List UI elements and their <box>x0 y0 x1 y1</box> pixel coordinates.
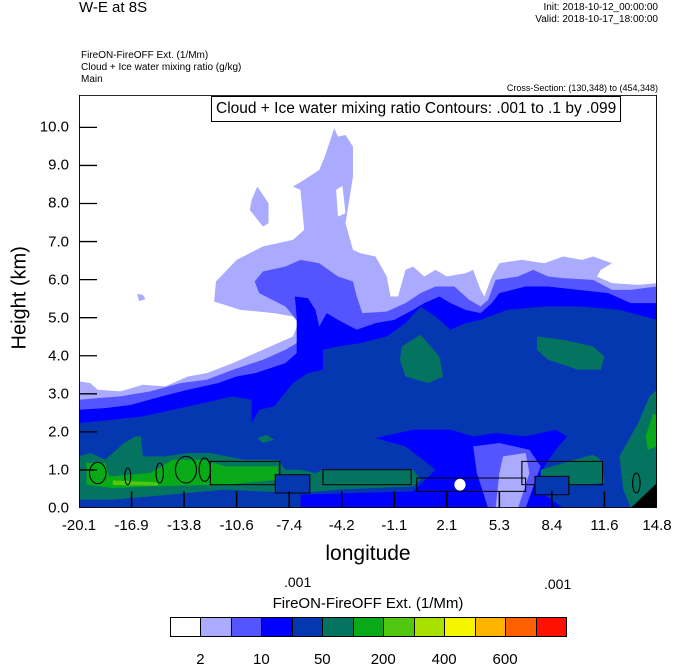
x-tick-label: -10.6 <box>219 517 254 534</box>
fill-level-5-patch-b <box>536 336 605 370</box>
colorbar-swatch <box>352 617 385 637</box>
x-axis-title: longitude <box>325 542 411 565</box>
fill-level-5-patch-c <box>257 434 275 444</box>
x-tick-label: -4.2 <box>328 517 355 534</box>
fill-level-6 <box>86 459 278 489</box>
x-tick-label: -20.1 <box>61 517 97 534</box>
fill-level-1-lower <box>495 453 530 508</box>
y-tick-label: 9.0 <box>48 156 69 174</box>
contour-label: .001 <box>284 574 312 590</box>
contour-line <box>632 472 641 494</box>
contour-line <box>155 462 165 484</box>
valid-time: Valid: 2018-10-17_18:00:00 <box>535 14 658 25</box>
x-tick-label: -7.4 <box>276 517 303 534</box>
y-tick-label: 7.0 <box>48 233 69 251</box>
x-tick-label: 8.4 <box>541 517 563 534</box>
colorbar-swatch <box>535 617 567 637</box>
field-label-main: Main <box>81 74 103 85</box>
colorbar-label: 400 <box>431 651 457 667</box>
y-tick-label: 1.0 <box>48 461 69 479</box>
y-tick-label: 3.0 <box>48 385 69 403</box>
colorbar-swatch <box>200 617 232 637</box>
contour-fill <box>79 95 657 508</box>
contour-line <box>322 469 412 486</box>
contour-line <box>124 467 132 486</box>
contour-line <box>174 455 198 484</box>
y-tick-label: 6.0 <box>48 271 69 289</box>
x-tick-label: 2.1 <box>436 517 458 534</box>
contour-line <box>88 461 107 485</box>
colorbar-title: FireON-FireOFF Ext. (1/Mm) <box>272 595 464 612</box>
x-tick-marks <box>130 491 606 508</box>
contour-label: .001 <box>544 576 572 592</box>
colorbar-label: 600 <box>492 651 518 667</box>
y-axis-title: Height (km) <box>8 246 31 350</box>
contour-label-box <box>274 474 311 494</box>
colorbar-swatch <box>413 617 446 637</box>
x-tick-label: -1.1 <box>381 517 408 534</box>
fill-level-6-right <box>645 413 657 450</box>
contour-legend: Cloud + Ice water mixing ratio Contours:… <box>211 96 622 122</box>
fill-level-1-dot <box>137 293 146 302</box>
colorbar-label: 2 <box>196 651 205 667</box>
terrain <box>630 483 657 508</box>
x-tick-label: -13.8 <box>166 517 202 534</box>
fill-level-5-patch-a <box>399 334 444 384</box>
y-tick-label: 5.0 <box>48 309 69 327</box>
y-tick-label: 2.0 <box>48 423 69 441</box>
colorbar-label: 10 <box>253 651 270 667</box>
y-tick-label: 8.0 <box>48 194 69 212</box>
colorbar-swatch <box>474 617 507 637</box>
y-tick-label: 4.0 <box>48 347 69 365</box>
colorbar-swatch <box>261 617 293 637</box>
colorbar-swatch <box>291 617 324 637</box>
fill-level-1-island <box>249 186 269 227</box>
colorbar-swatch <box>230 617 263 637</box>
y-tick-label: 10.0 <box>39 118 69 136</box>
x-tick-label: -16.9 <box>114 517 149 534</box>
colorbar-swatch <box>505 617 537 637</box>
x-tick-label: 5.3 <box>488 517 510 534</box>
colorbar-swatch <box>322 617 354 637</box>
contour-line <box>198 457 211 482</box>
field-label-mixing-ratio: Cloud + Ice water mixing ratio (g/kg) <box>81 62 242 73</box>
x-tick-label: 14.8 <box>642 517 672 534</box>
field-label-extinction: FireON-FireOFF Ext. (1/Mm) <box>81 50 209 61</box>
colorbar-swatch <box>383 617 415 637</box>
colorbar-swatch <box>170 617 202 637</box>
cross-section-label: Cross-Section: (130,348) to (454,348) <box>506 83 658 93</box>
y-tick-marks <box>79 126 98 508</box>
fill-level-5-right <box>619 389 657 508</box>
colorbar-label: 50 <box>313 651 331 667</box>
contour-lines <box>88 455 641 496</box>
init-time: Init: 2018-10-12_00:00:00 <box>543 2 658 13</box>
y-tick-label: 0.0 <box>48 499 69 517</box>
plot-area: .001 .001 Cloud + Ice water mixing ratio… <box>79 95 657 592</box>
fill-white-spot <box>454 478 466 491</box>
fill-hole-white <box>336 185 346 217</box>
plot-title: W-E at 8S <box>79 0 148 16</box>
fill-level-7 <box>112 480 158 486</box>
colorbar-label: 200 <box>370 651 396 667</box>
colorbar-swatch <box>444 617 476 637</box>
x-tick-label: 11.6 <box>590 517 619 534</box>
